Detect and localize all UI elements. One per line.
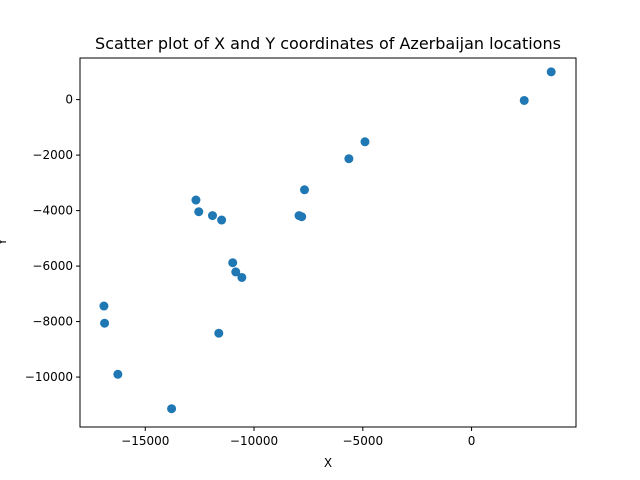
data-points — [99, 67, 556, 414]
scatter-point — [191, 195, 201, 205]
scatter-point — [214, 328, 224, 338]
scatter-point — [207, 211, 217, 221]
chart-title: Scatter plot of X and Y coordinates of A… — [95, 34, 561, 53]
scatter-point — [360, 137, 370, 147]
scatter-point — [546, 67, 556, 77]
x-tick-label: −5000 — [343, 434, 384, 448]
scatter-point — [344, 154, 354, 164]
plot-frame — [79, 57, 577, 428]
x-tick-label: 0 — [468, 434, 476, 448]
x-tick-label: −15000 — [121, 434, 169, 448]
scatter-point — [297, 212, 307, 222]
y-tick-label: −2000 — [32, 148, 73, 162]
y-tick-label: −4000 — [32, 204, 73, 218]
scatter-point — [167, 404, 177, 414]
scatter-point — [100, 318, 110, 328]
scatter-point — [194, 207, 204, 217]
y-tick-label: 0 — [65, 93, 73, 107]
scatter-point — [228, 258, 238, 268]
x-tick-label: −10000 — [230, 434, 278, 448]
scatter-point — [217, 215, 227, 225]
scatter-point — [519, 95, 529, 105]
scatter-point — [231, 267, 241, 277]
y-tick-label: −8000 — [32, 315, 73, 329]
scatter-point — [300, 185, 310, 195]
y-axis-label: Y — [0, 238, 9, 247]
x-axis: −15000 −10000 −5000 0 — [121, 427, 475, 448]
scatter-point — [237, 272, 247, 282]
scatter-point — [99, 301, 109, 311]
scatter-point — [113, 369, 123, 379]
y-tick-label: −10000 — [25, 370, 73, 384]
y-axis: −10000 −8000 −6000 −4000 −2000 0 — [25, 93, 80, 384]
y-tick-label: −6000 — [32, 259, 73, 273]
x-axis-label: X — [324, 456, 332, 470]
